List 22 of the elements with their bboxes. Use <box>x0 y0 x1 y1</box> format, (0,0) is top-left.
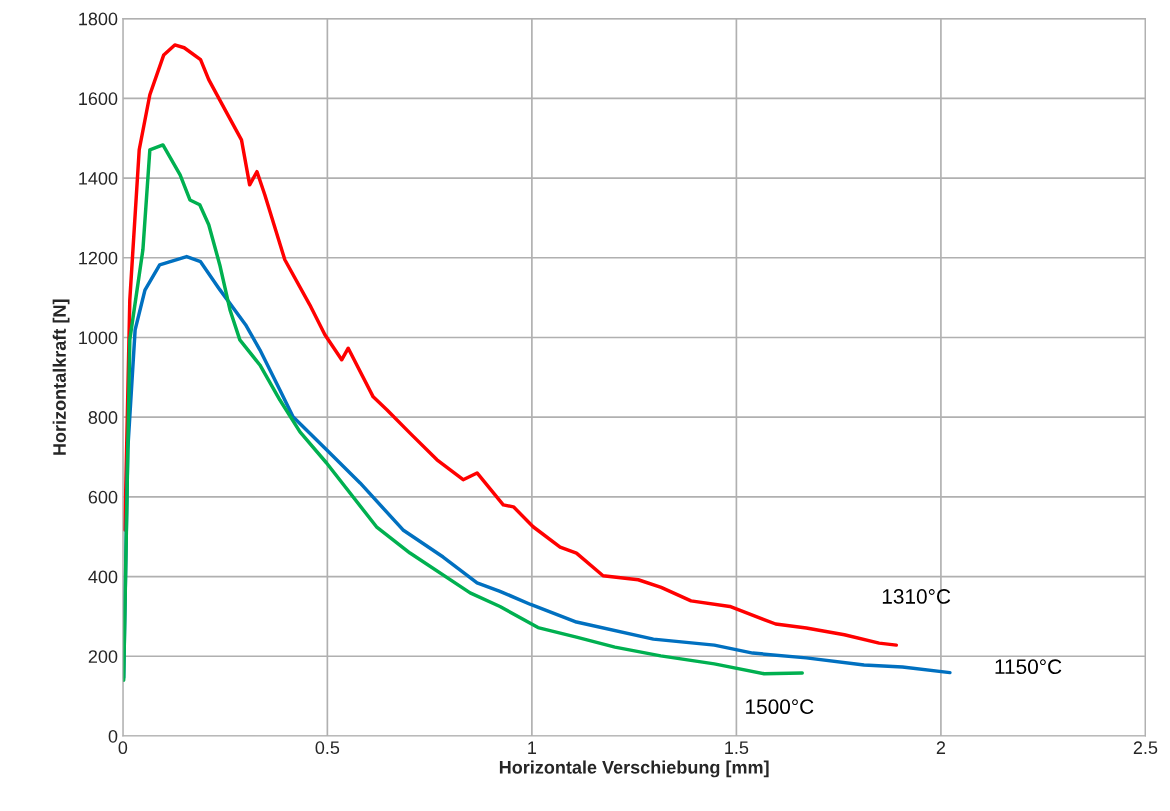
y-tick-label: 1800 <box>79 12 118 26</box>
y-tick-label: 600 <box>88 490 118 504</box>
y-tick-label: 1400 <box>79 171 118 185</box>
y-tick-label: 1600 <box>79 92 118 106</box>
y-axis-title: Horizontalkraft [N] <box>52 299 70 455</box>
text: 1150°C <box>995 659 1062 675</box>
x-axis-title: Horizontale Verschiebung [mm] <box>499 760 769 778</box>
y-tick-label: 1000 <box>79 331 118 345</box>
y-tick-label: 0 <box>108 729 118 743</box>
y-tick-label: 200 <box>88 650 118 663</box>
y-tick-label: 800 <box>88 411 118 424</box>
x-tick-label: 0.5 <box>315 741 340 755</box>
x-tick-label: 0 <box>118 741 128 755</box>
series-label: 1310°C <box>882 589 951 604</box>
x-tick-label: 2.5 <box>1133 741 1158 755</box>
series-label: 1500°C <box>746 699 814 715</box>
y-tick-label: 1200 <box>79 251 118 265</box>
y-tick-label: 400 <box>88 570 118 584</box>
x-tick-label: 2 <box>936 741 946 754</box>
x-tick-label: 1.5 <box>725 741 749 755</box>
line-series <box>122 143 804 682</box>
x-tick-label: 1 <box>528 741 537 754</box>
